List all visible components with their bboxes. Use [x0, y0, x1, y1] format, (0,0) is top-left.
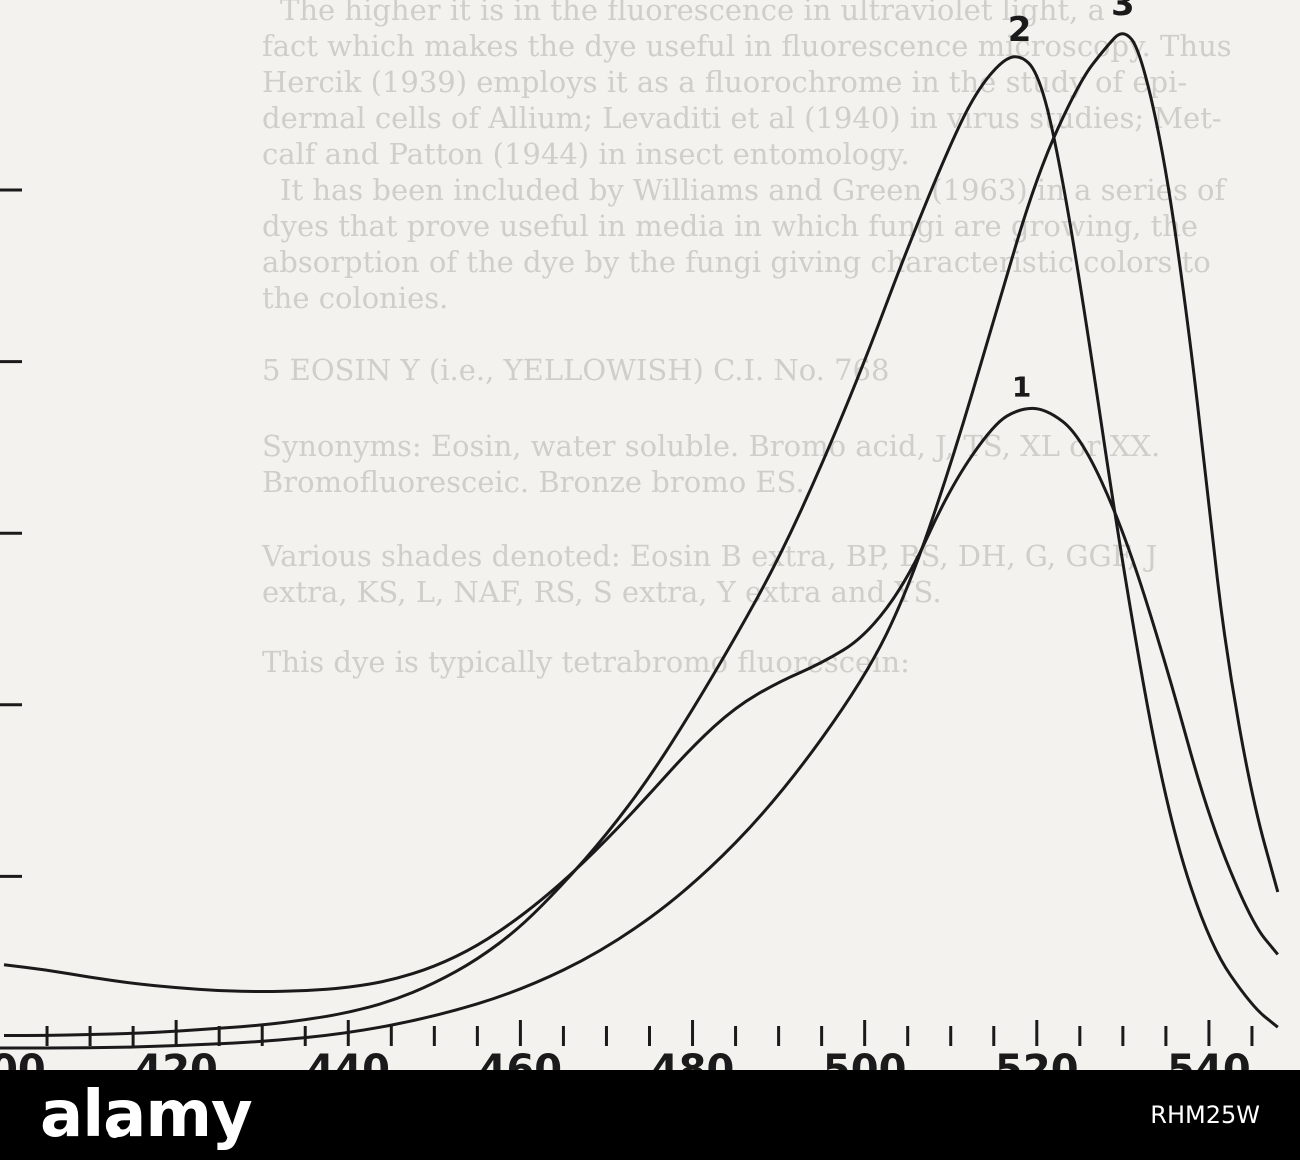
spectrum-curve-3 [4, 32, 1280, 1050]
spectrum-curves [3, 32, 1280, 1050]
bleed-line: The higher it is in the fluorescence in … [280, 0, 1105, 27]
brand-dot [108, 1125, 121, 1138]
x-tick-label: 500 [823, 1047, 907, 1070]
x-tick-label: 440 [307, 1047, 391, 1070]
bleed-line: fact which makes the dye useful in fluor… [262, 29, 1232, 63]
scanned-page: The higher it is in the fluorescence in … [0, 0, 1300, 1070]
x-tick-label: 420 [134, 1047, 218, 1070]
curve-label-3: 3 [1111, 0, 1135, 24]
bleed-line: extra, KS, L, NAF, RS, S extra, Y extra … [262, 575, 942, 609]
curve-label-2: 2 [1008, 10, 1032, 50]
bleed-line: Various shades denoted: Eosin B extra, B… [261, 539, 1157, 573]
bleed-line: absorption of the dye by the fungi givin… [262, 245, 1211, 279]
absorption-spectrum-chart: 400 420 440 460 480 500 520 540 1 2 3 [0, 0, 1280, 1070]
bleed-line: Synonyms: Eosin, water soluble. Bromo ac… [262, 429, 1160, 463]
x-tick-label: 520 [995, 1047, 1079, 1070]
watermark-bar: alamy RHM25W [0, 1070, 1300, 1160]
bleed-line: 5 EOSIN Y (i.e., YELLOWISH) C.I. No. 768 [262, 353, 889, 387]
bleed-line: Bromofluoresceic. Bronze bromo ES. [262, 465, 805, 499]
brand-wordmark: alamy [40, 1078, 253, 1152]
image-id: RHM25W [1150, 1101, 1260, 1129]
x-tick-label: 400 [0, 1047, 46, 1070]
curve-number-labels: 1 2 3 [1008, 0, 1135, 403]
spectrum-curve-2 [4, 55, 1279, 1037]
x-tick-label: 480 [651, 1047, 735, 1070]
bleed-line: dyes that prove useful in media in which… [262, 209, 1198, 243]
x-tick-label: 540 [1167, 1047, 1251, 1070]
x-axis: 400 420 440 460 480 500 520 540 [0, 1020, 1254, 1070]
bleed-line: It has been included by Williams and Gre… [280, 173, 1228, 207]
bleed-line: calf and Patton (1944) in insect entomol… [262, 137, 910, 171]
y-axis-ticks [0, 188, 22, 878]
curve-label-1: 1 [1012, 370, 1031, 403]
bleed-line: the colonies. [262, 281, 448, 315]
x-tick-label: 460 [479, 1047, 563, 1070]
spectrum-curve-1 [3, 406, 1279, 994]
bleed-through-text: The higher it is in the fluorescence in … [261, 0, 1232, 679]
